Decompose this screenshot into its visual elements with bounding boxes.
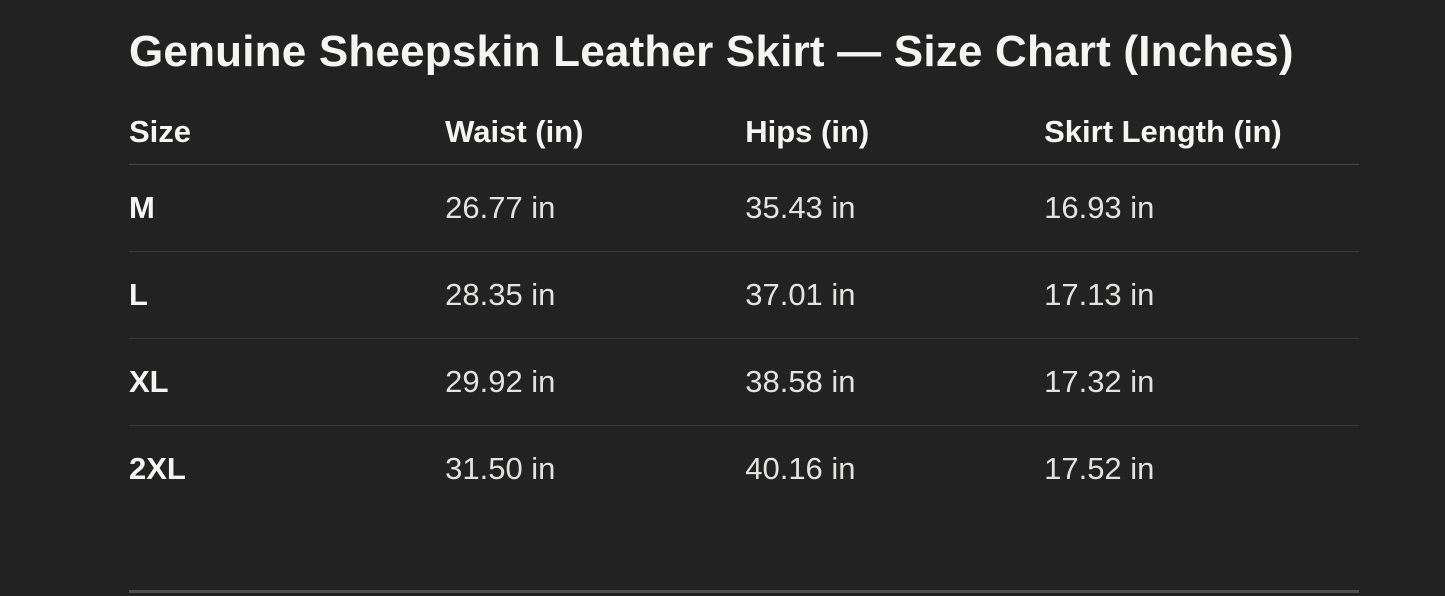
size-chart-section: Genuine Sheepskin Leather Skirt — Size C…: [129, 0, 1359, 512]
hips-cell: 35.43 in: [745, 164, 1045, 252]
page-title: Genuine Sheepskin Leather Skirt — Size C…: [129, 27, 1294, 76]
size-chart-table: Size Waist (in) Hips (in) Skirt Length (…: [129, 77, 1359, 512]
size-cell: M: [129, 164, 446, 252]
skirt-length-cell: 16.93 in: [1044, 164, 1359, 252]
hips-cell: 38.58 in: [745, 338, 1045, 426]
hips-cell: 40.16 in: [745, 451, 856, 486]
skirt-length-cell: 17.32 in: [1044, 338, 1359, 426]
waist-cell: 26.77 in: [445, 164, 746, 252]
hips-cell: 37.01 in: [745, 251, 1045, 339]
table-row: L 28.35 in 37.01 in 17.13 in: [129, 251, 1359, 339]
table-row: M 26.77 in 35.43 in 16.93 in: [129, 164, 1359, 252]
waist-cell: 29.92 in: [445, 338, 746, 426]
size-cell: L: [129, 251, 446, 339]
size-chart-body: M 26.77 in 35.43 in 16.93 in L 28.35 in …: [129, 164, 1359, 513]
column-header-size: Size: [129, 77, 446, 165]
waist-cell: 31.50 in: [445, 451, 556, 486]
table-row: XL 29.92 in 38.58 in 17.32 in: [129, 338, 1359, 426]
table-header: Size Waist (in) Hips (in) Skirt Length (…: [129, 77, 1359, 165]
header-row: Size Waist (in) Hips (in) Skirt Length (…: [129, 77, 1359, 165]
bottom-divider: [129, 590, 1359, 593]
column-header-hips: Hips (in): [745, 77, 1045, 165]
waist-cell: 28.35 in: [445, 251, 746, 339]
size-cell: XL: [129, 338, 446, 426]
table-row: 2XL 31.50 in 40.16 in 17.52 in: [129, 426, 1359, 513]
skirt-length-cell: 17.13 in: [1044, 251, 1359, 339]
column-header-skirt-length: Skirt Length (in): [1044, 77, 1359, 165]
skirt-length-cell: 17.52 in: [1044, 451, 1155, 486]
column-header-waist: Waist (in): [445, 77, 746, 165]
size-cell: 2XL: [129, 451, 186, 486]
